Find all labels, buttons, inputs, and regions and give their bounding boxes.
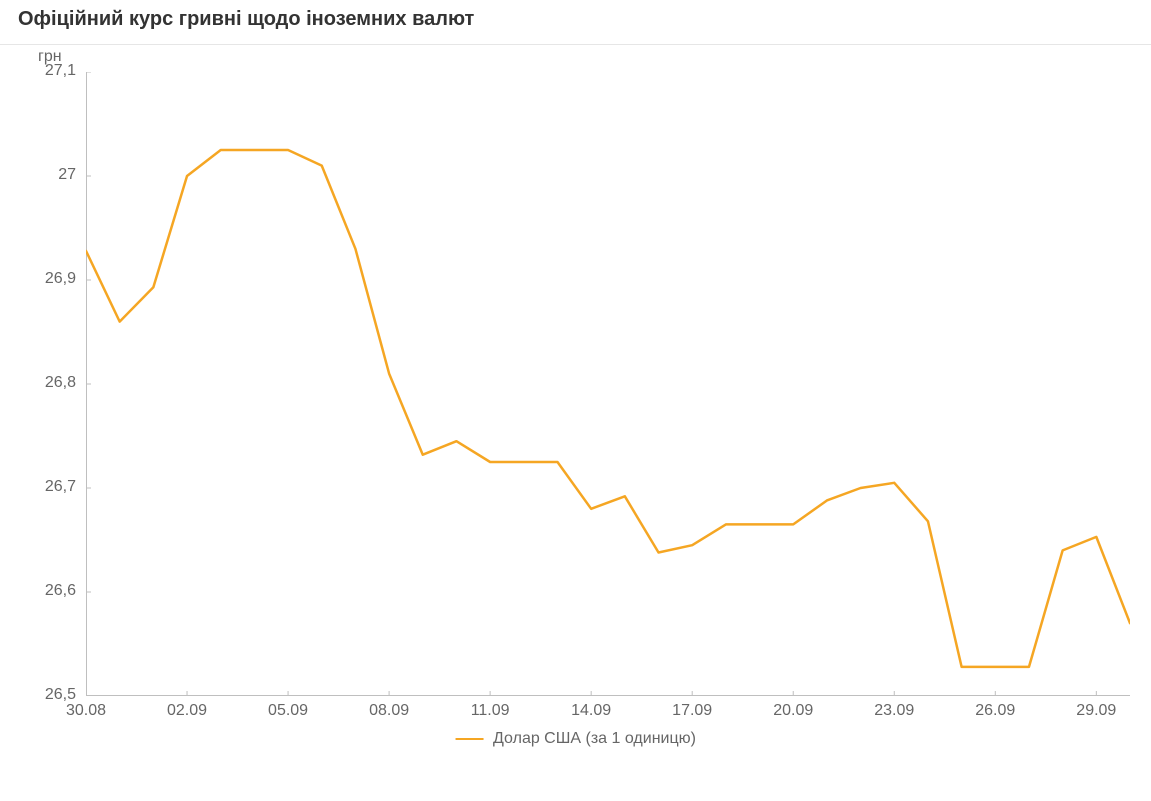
x-tick-label: 14.09: [571, 702, 611, 720]
y-tick-label: 26,9: [16, 270, 76, 288]
x-tick-label: 05.09: [268, 702, 308, 720]
y-tick-label: 27,1: [16, 62, 76, 80]
y-tick-label: 26,7: [16, 478, 76, 496]
series-line: [86, 150, 1130, 667]
x-tick-label: 26.09: [975, 702, 1015, 720]
legend-label: Долар США (за 1 одиницю): [493, 730, 696, 748]
y-tick-label: 26,8: [16, 374, 76, 392]
legend-swatch: [455, 738, 483, 740]
x-tick-label: 17.09: [672, 702, 712, 720]
y-tick-label: 26,6: [16, 582, 76, 600]
y-tick-label: 27: [16, 166, 76, 184]
plot-region: [86, 72, 1130, 696]
x-tick-label: 11.09: [471, 702, 510, 720]
x-tick-label: 23.09: [874, 702, 914, 720]
x-tick-label: 02.09: [167, 702, 207, 720]
x-tick-label: 08.09: [369, 702, 409, 720]
chart-area: грн Долар США (за 1 одиницю) 26,526,626,…: [0, 44, 1151, 801]
legend: Долар США (за 1 одиницю): [455, 730, 696, 748]
chart-title: Офіційний курс гривні щодо іноземних вал…: [18, 8, 474, 31]
x-tick-label: 30.08: [66, 702, 106, 720]
x-tick-label: 29.09: [1076, 702, 1116, 720]
x-tick-label: 20.09: [773, 702, 813, 720]
